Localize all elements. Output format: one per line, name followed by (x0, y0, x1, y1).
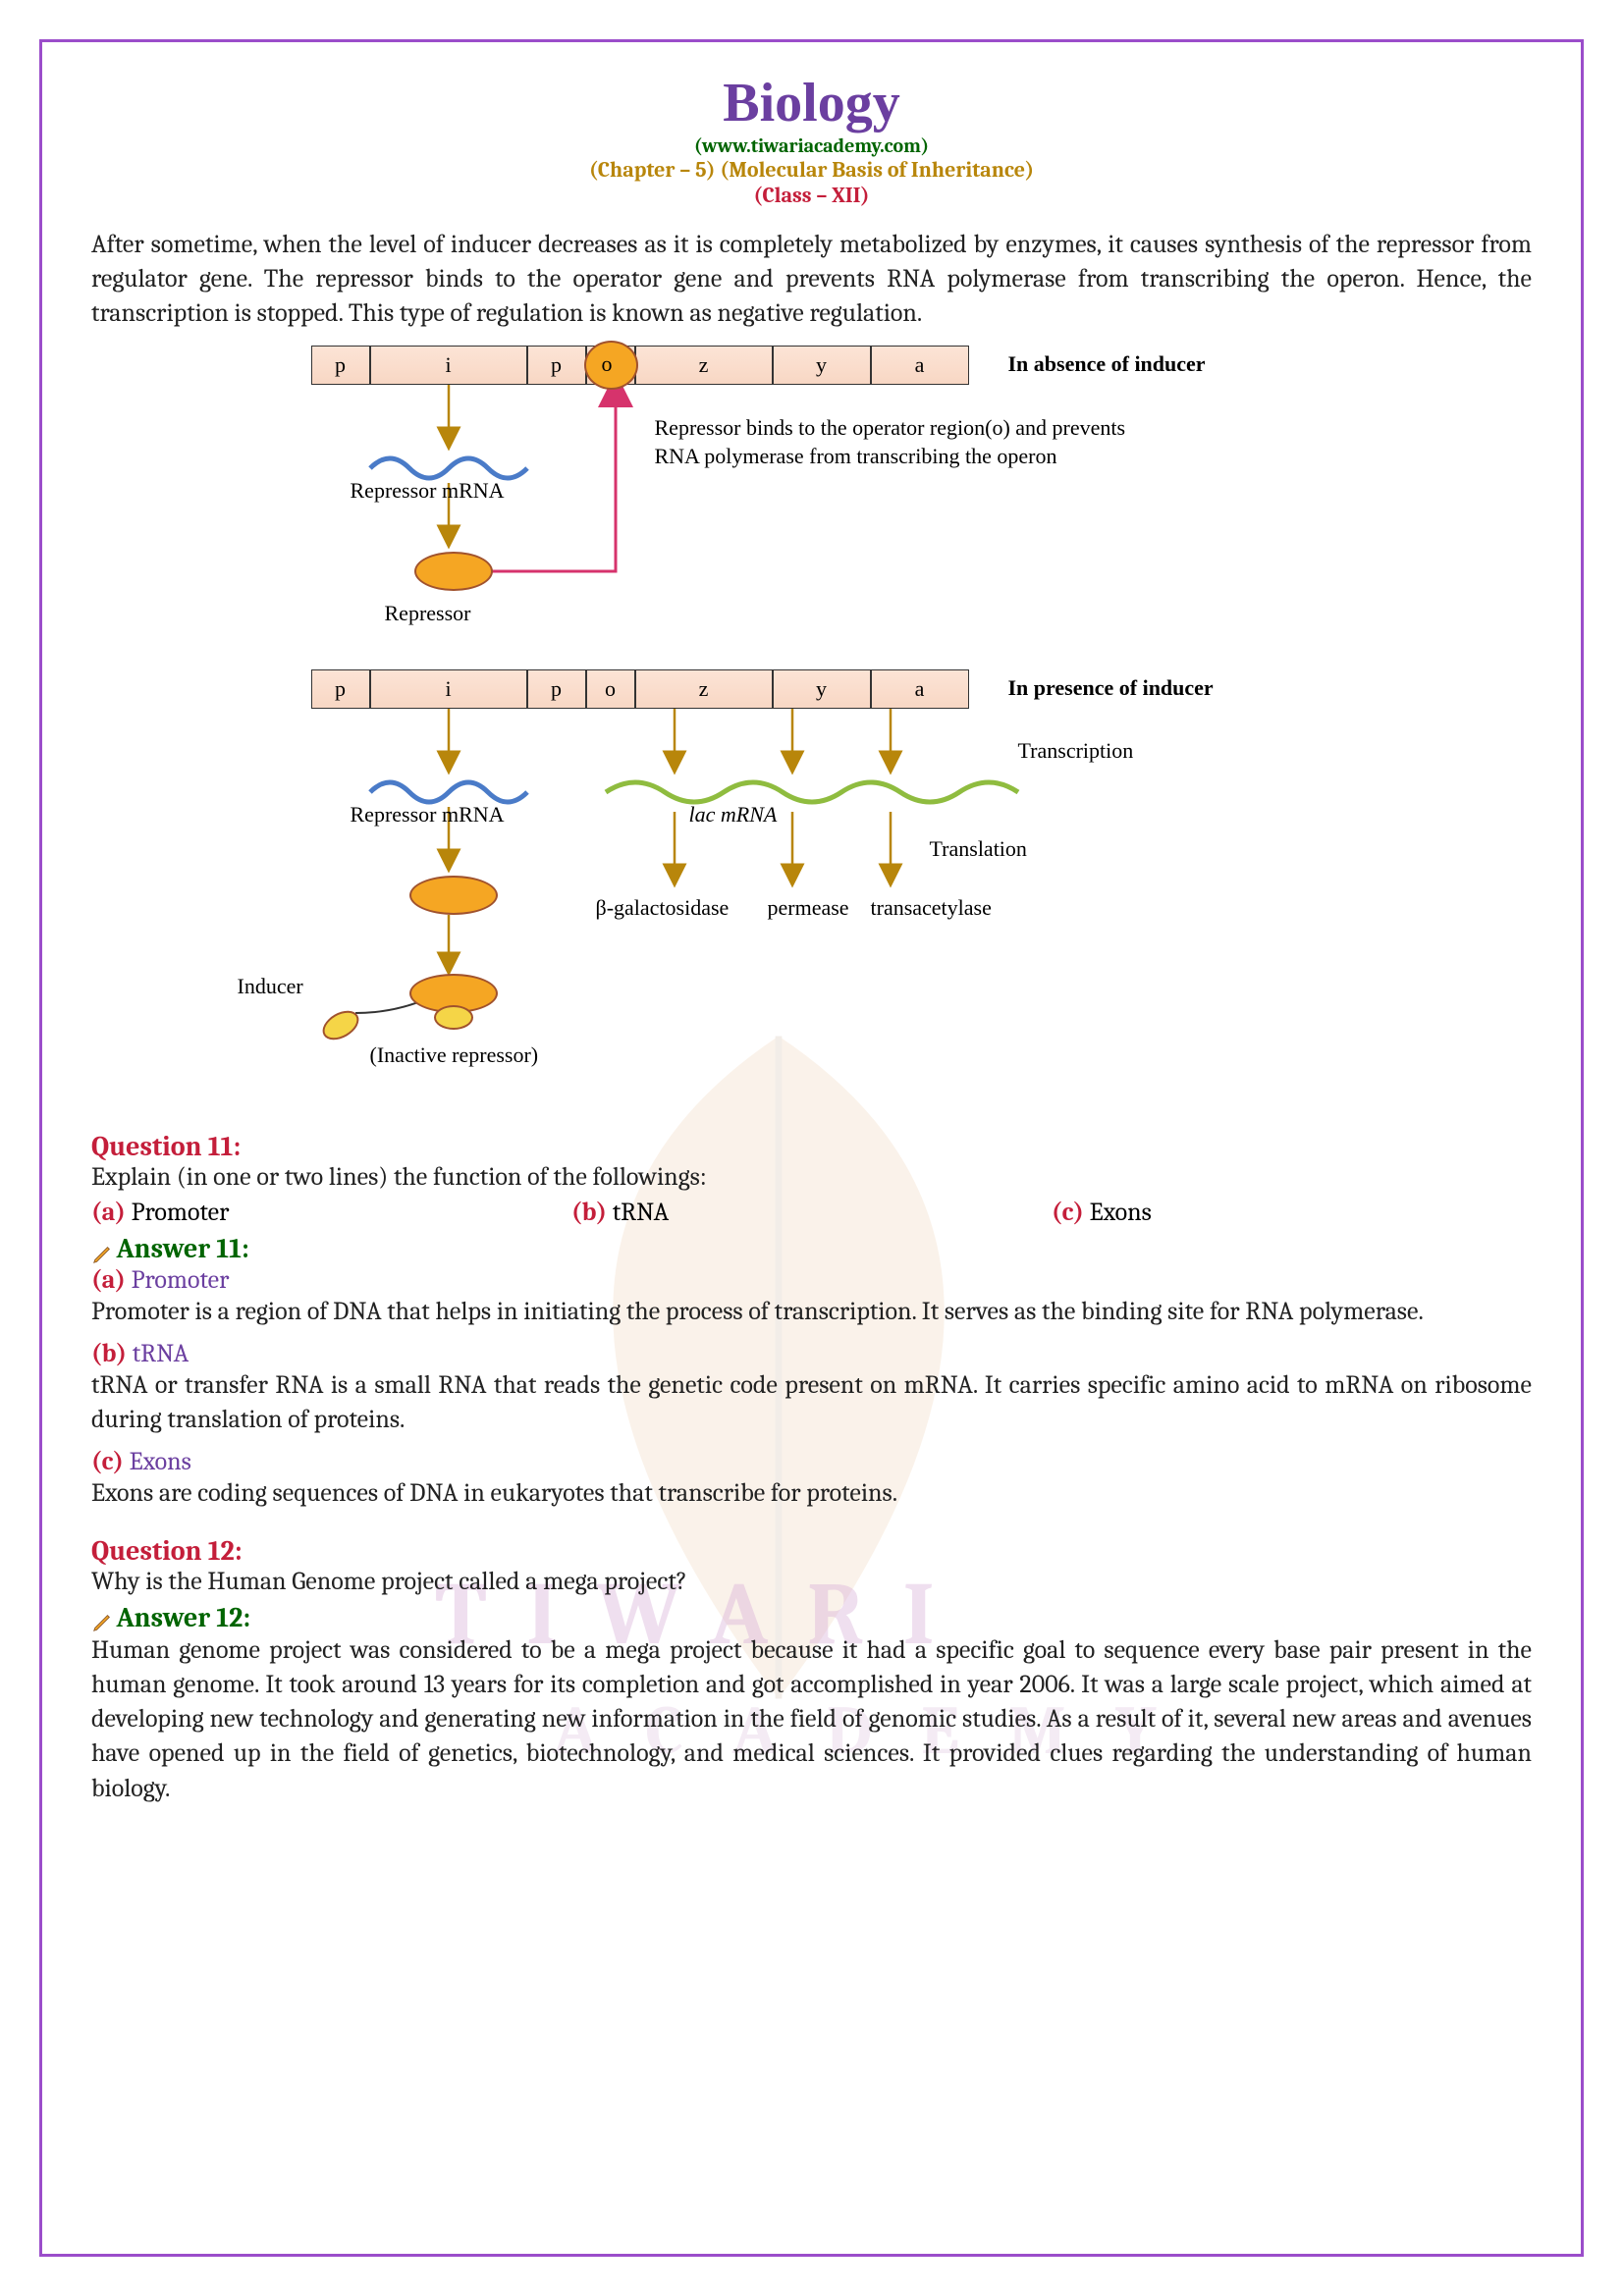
gene-box-p: p (527, 669, 586, 709)
pencil-icon (91, 1612, 113, 1633)
repressor-mrna-label-1: Repressor mRNA (351, 478, 505, 504)
gene-box-p: p (311, 346, 370, 385)
row2-caption: In presence of inducer (1008, 675, 1214, 701)
gene-box-y: y (773, 669, 871, 709)
lac-mrna-label: lac mRNA (689, 802, 778, 828)
q11-text: Explain (in one or two lines) the functi… (91, 1162, 1532, 1192)
product-1: β-galactosidase (596, 895, 730, 921)
gene-box-i: i (370, 669, 527, 709)
repressor-mrna-label-2: Repressor mRNA (351, 802, 505, 828)
q11-options: (a) Promoter (b) tRNA (c) Exons (91, 1198, 1532, 1227)
translation-label: Translation (930, 836, 1027, 862)
chapter-label: (Chapter – 5) (Molecular Basis of Inheri… (91, 157, 1532, 183)
gene-box-i: i (370, 346, 527, 385)
transcription-label: Transcription (1018, 738, 1134, 764)
repressor-shape-2 (409, 876, 498, 915)
o-label: o (602, 351, 613, 377)
site-url: (www.tiwariacademy.com) (91, 134, 1532, 157)
row1-caption: In absence of inducer (1008, 351, 1206, 377)
page-header: Biology (www.tiwariacademy.com) (Chapter… (91, 72, 1532, 208)
gene-box-z: z (635, 669, 773, 709)
gene-box-y: y (773, 346, 871, 385)
q11-answer-body-0: Promoter is a region of DNA that helps i… (91, 1295, 1532, 1329)
inducer-bound-shape (434, 1005, 473, 1030)
q11-answer-body-2: Exons are coding sequences of DNA in euk… (91, 1476, 1532, 1511)
q11-opt-b: (b) tRNA (571, 1198, 1052, 1227)
q11-opt-c: (c) Exons (1052, 1198, 1532, 1227)
product-2: permease (768, 895, 849, 921)
q12-text: Why is the Human Genome project called a… (91, 1567, 1532, 1596)
intro-paragraph: After sometime, when the level of induce… (91, 228, 1532, 331)
q11-sub-2: (c) Exons (91, 1447, 1532, 1476)
repressor-label-1: Repressor (385, 601, 471, 626)
q11-sub-0: (a) Promoter (91, 1265, 1532, 1295)
q11-answer-label: Answer 11: (91, 1233, 1532, 1264)
gene-box-a: a (871, 669, 969, 709)
gene-box-p: p (311, 669, 370, 709)
q11-answer-body-1: tRNA or transfer RNA is a small RNA that… (91, 1368, 1532, 1437)
lac-operon-diagram: pipzya In absence of inducer o Repressor… (223, 346, 1401, 1111)
repressor-shape-1 (414, 552, 493, 591)
gene-box-o: o (586, 669, 635, 709)
gene-box-p: p (527, 346, 586, 385)
q12-label: Question 12: (91, 1535, 1532, 1567)
subject-title: Biology (91, 72, 1532, 134)
inactive-label: (Inactive repressor) (370, 1042, 539, 1068)
gene-box-a: a (871, 346, 969, 385)
pencil-icon (91, 1244, 113, 1265)
q11-opt-a: (a) Promoter (91, 1198, 571, 1227)
product-3: transacetylase (871, 895, 992, 921)
inducer-label: Inducer (238, 974, 303, 999)
q12-answer-label: Answer 12: (91, 1602, 1532, 1633)
q11-label: Question 11: (91, 1131, 1532, 1162)
q12-body: Human genome project was considered to b… (91, 1633, 1532, 1805)
q11-sub-1: (b) tRNA (91, 1339, 1532, 1368)
class-label: (Class – XII) (91, 183, 1532, 208)
gene-box-z: z (635, 346, 773, 385)
repressor-note: Repressor binds to the operator region(o… (655, 414, 1126, 470)
page-frame: TIWARI ACADEMY Biology (www.tiwariacadem… (39, 39, 1584, 2257)
